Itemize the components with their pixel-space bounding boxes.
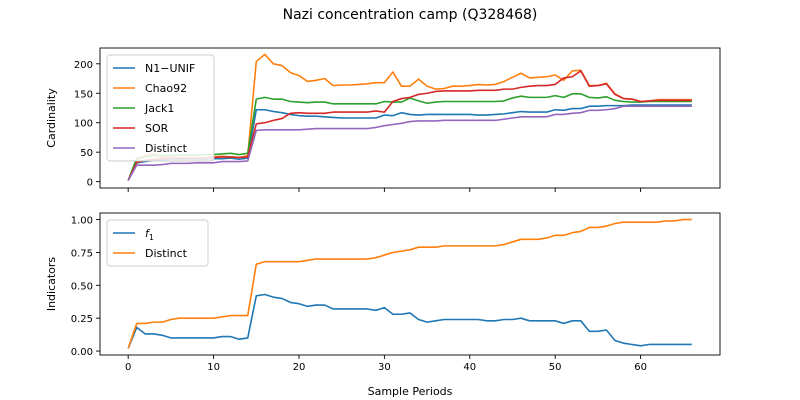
series-line-indicators-1 (127, 218, 692, 349)
x-tick-label: 10 (207, 362, 220, 373)
x-tick-label: 50 (549, 362, 562, 373)
legend: f1 Distinct (106, 219, 209, 267)
chart-title: Nazi concentration camp (Q328468) (283, 7, 538, 23)
legend-label: SOR (145, 122, 169, 135)
x-tick-label: 20 (293, 362, 306, 373)
series-line-cardinality-4 (127, 105, 692, 181)
y-tick-label: 0 (87, 178, 93, 189)
y-tick-label: 0.75 (71, 248, 93, 259)
legend-box (106, 54, 215, 162)
legend-label: Jack1 (144, 102, 174, 115)
y-tick-label: 200 (74, 60, 93, 71)
legend-box (106, 219, 209, 267)
plot-frame (99, 47, 721, 189)
series-line-cardinality-0 (127, 104, 692, 181)
cardinality-panel: 0 50 100 150 200 Cardinality N1−UNIF Chao92 Jack… (45, 47, 721, 192)
legend-label: N1−UNIF (145, 62, 195, 75)
y-tick-label: 0.25 (71, 314, 93, 325)
x-tick-label: 60 (634, 362, 647, 373)
legend-label: f1 (145, 227, 154, 242)
x-tick-label: 30 (378, 362, 391, 373)
y-tick-label: 50 (80, 148, 93, 159)
x-axis-label: Sample Periods (368, 385, 453, 398)
y-tick-label: 150 (74, 89, 93, 100)
legend-label: Chao92 (145, 82, 187, 95)
x-tick-label: 40 (463, 362, 476, 373)
indicators-panel: 0.00 0.25 0.50 0.75 1.00 0 10 20 30 40 50 60 Indicat… (45, 212, 721, 373)
y-axis-label: Indicators (45, 257, 58, 312)
legend-label: Distinct (145, 247, 188, 260)
y-tick-label: 0.00 (71, 347, 93, 358)
y-axis-label: Cardinality (45, 88, 58, 148)
legend: N1−UNIF Chao92 Jack1 SOR Distinct (106, 54, 215, 162)
y-tick-label: 0.50 (71, 281, 93, 292)
series-line-cardinality-3 (127, 70, 692, 181)
x-tick-label: 0 (125, 362, 131, 373)
series-line-indicators-0 (127, 293, 692, 349)
legend-label: Distinct (145, 142, 188, 155)
plot-frame (99, 212, 721, 356)
y-tick-label: 100 (74, 119, 93, 130)
y-tick-label: 1.00 (71, 216, 93, 227)
